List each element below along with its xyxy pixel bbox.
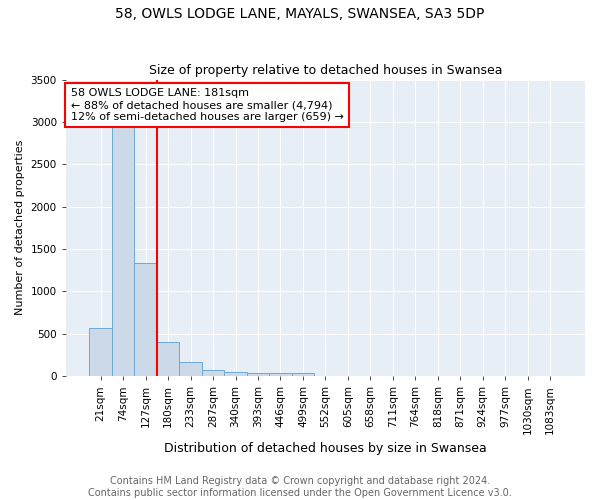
Bar: [224, 372, 247, 376]
Bar: [179, 362, 202, 376]
Text: 58 OWLS LODGE LANE: 181sqm
← 88% of detached houses are smaller (4,794)
12% of s: 58 OWLS LODGE LANE: 181sqm ← 88% of deta…: [71, 88, 344, 122]
Y-axis label: Number of detached properties: Number of detached properties: [15, 140, 25, 316]
Text: 58, OWLS LODGE LANE, MAYALS, SWANSEA, SA3 5DP: 58, OWLS LODGE LANE, MAYALS, SWANSEA, SA…: [115, 8, 485, 22]
Bar: [202, 370, 224, 376]
X-axis label: Distribution of detached houses by size in Swansea: Distribution of detached houses by size …: [164, 442, 487, 455]
Bar: [292, 374, 314, 376]
Bar: [269, 374, 292, 376]
Title: Size of property relative to detached houses in Swansea: Size of property relative to detached ho…: [149, 64, 502, 77]
Bar: [157, 342, 179, 376]
Bar: [112, 122, 134, 376]
Text: Contains HM Land Registry data © Crown copyright and database right 2024.
Contai: Contains HM Land Registry data © Crown c…: [88, 476, 512, 498]
Bar: [134, 264, 157, 376]
Bar: [89, 328, 112, 376]
Bar: [247, 374, 269, 376]
